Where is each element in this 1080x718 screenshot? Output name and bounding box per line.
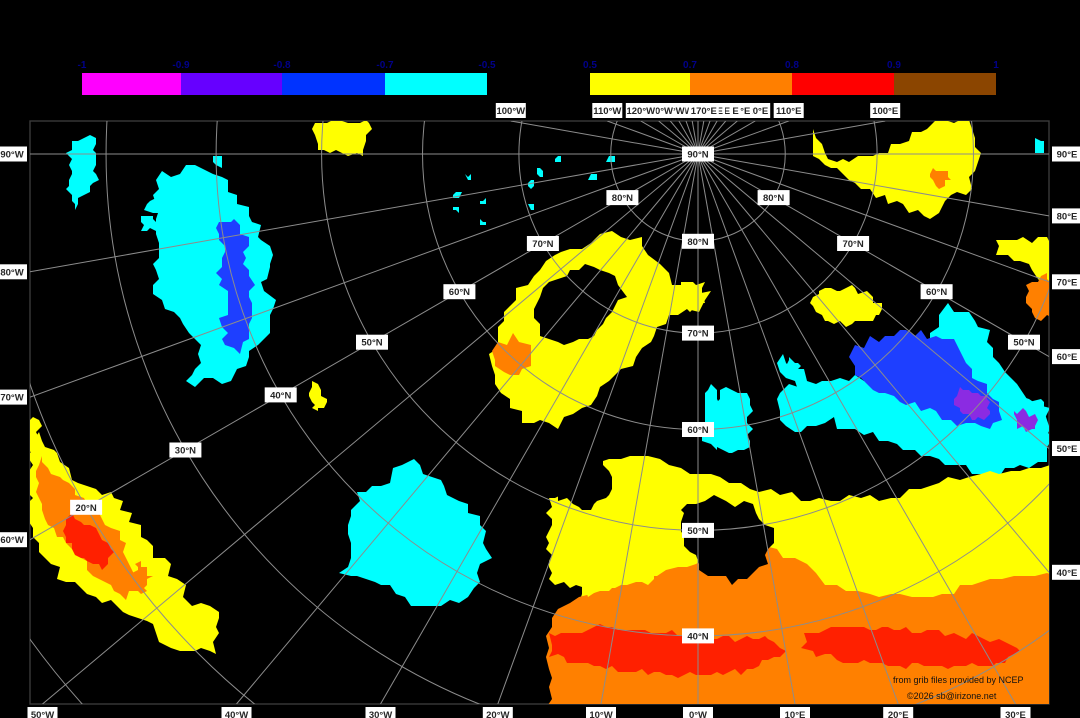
svg-text:10°E: 10°E <box>785 710 806 718</box>
svg-text:90°W: 90°W <box>0 150 23 161</box>
svg-text:100°E: 100°E <box>872 106 898 117</box>
svg-text:70°E: 70°E <box>1057 277 1078 288</box>
svg-text:80°N: 80°N <box>612 193 633 204</box>
svg-text:100°W: 100°W <box>496 106 525 117</box>
svg-text:1: 1 <box>993 60 999 71</box>
svg-text:from grib files provided by NC: from grib files provided by NCEP <box>893 675 1024 685</box>
svg-text:70°N: 70°N <box>842 239 863 250</box>
svg-text:120°W: 120°W <box>626 106 655 117</box>
svg-text:-1: -1 <box>78 60 87 71</box>
svg-text:50°N: 50°N <box>361 338 382 349</box>
svg-text:60°E: 60°E <box>1057 352 1078 363</box>
svg-text:60°N: 60°N <box>926 287 947 298</box>
svg-text:80°E: 80°E <box>1057 211 1078 222</box>
svg-text:-0.7: -0.7 <box>376 60 394 71</box>
svg-text:20°E: 20°E <box>888 710 909 718</box>
svg-text:©2026 sb@irizone.net: ©2026 sb@irizone.net <box>907 691 997 701</box>
svg-text:80°N: 80°N <box>687 237 708 248</box>
svg-text:30°N: 30°N <box>175 446 196 457</box>
svg-text:40°W: 40°W <box>225 710 248 718</box>
svg-text:110°E: 110°E <box>776 106 801 117</box>
svg-text:20°N: 20°N <box>75 503 96 514</box>
svg-text:0.7: 0.7 <box>683 60 697 71</box>
svg-text:30°E: 30°E <box>1005 710 1026 718</box>
svg-text:0.9: 0.9 <box>887 60 901 71</box>
svg-text:80°W: 80°W <box>0 267 23 278</box>
svg-text:60°N: 60°N <box>687 425 708 436</box>
svg-text:10°W: 10°W <box>589 710 612 718</box>
svg-text:-0.9: -0.9 <box>172 60 190 71</box>
svg-text:0.8: 0.8 <box>785 60 799 71</box>
svg-text:60°W: 60°W <box>0 535 23 546</box>
svg-text:70°N: 70°N <box>532 239 553 250</box>
svg-text:-0.5: -0.5 <box>478 60 496 71</box>
svg-text:110°W: 110°W <box>593 106 621 117</box>
svg-text:0.5: 0.5 <box>583 60 597 71</box>
svg-text:50°E: 50°E <box>1057 444 1078 455</box>
svg-text:60°N: 60°N <box>449 287 470 298</box>
svg-text:80°N: 80°N <box>763 193 784 204</box>
svg-text:20°W: 20°W <box>486 710 509 718</box>
svg-text:40°E: 40°E <box>1057 568 1078 579</box>
svg-text:50°N: 50°N <box>687 526 708 537</box>
svg-text:30°W: 30°W <box>369 710 392 718</box>
svg-text:70°N: 70°N <box>687 329 708 340</box>
svg-text:50°N: 50°N <box>1013 338 1034 349</box>
svg-text:-0.8: -0.8 <box>273 60 291 71</box>
svg-text:90°N: 90°N <box>687 150 708 161</box>
svg-text:0°W: 0°W <box>689 710 707 718</box>
svg-text:170°E: 170°E <box>691 106 717 117</box>
svg-text:40°N: 40°N <box>687 631 708 642</box>
svg-text:40°N: 40°N <box>270 390 291 401</box>
svg-text:90°E: 90°E <box>1057 150 1078 161</box>
svg-text:70°W: 70°W <box>0 393 23 404</box>
svg-text:50°W: 50°W <box>31 710 54 718</box>
